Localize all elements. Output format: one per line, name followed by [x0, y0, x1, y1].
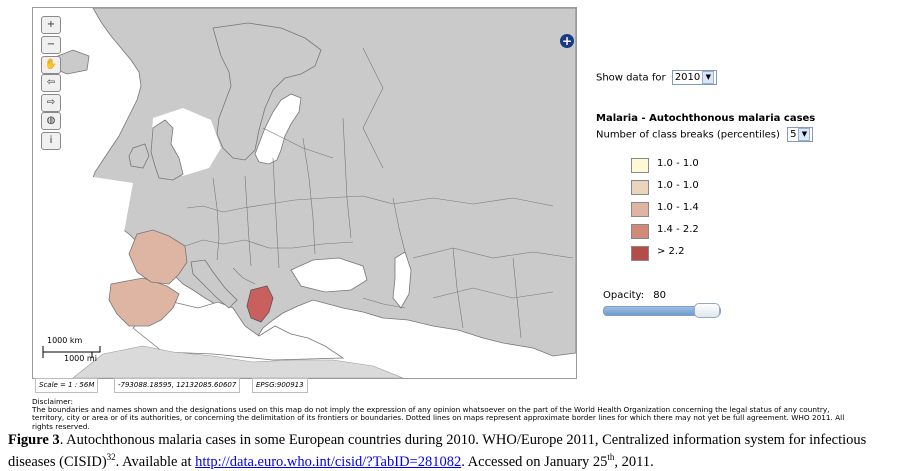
greece — [246, 285, 274, 323]
opacity-slider-track[interactable] — [603, 306, 721, 316]
show-data-label: Show data for — [596, 72, 666, 84]
back-arrow-icon[interactable]: ⇦ — [41, 74, 61, 92]
figure-caption: Figure 3. Autochthonous malaria cases in… — [8, 432, 898, 471]
pan-hand-icon[interactable]: ✋ — [41, 56, 61, 74]
ireland — [128, 143, 150, 169]
zoom-out-icon[interactable]: − — [41, 36, 61, 54]
indicator-title: Malaria - Autochthonous malaria cases — [596, 113, 816, 124]
legend-swatch — [631, 224, 649, 239]
france — [128, 229, 188, 285]
globe-icon[interactable]: ◍ — [41, 112, 61, 130]
scale-bar: 1000 km 1000 mi — [42, 336, 102, 363]
opacity-label: Opacity: — [603, 290, 645, 301]
caption-ordinal: th — [607, 452, 615, 462]
legend-label: 1.0 - 1.0 — [657, 180, 699, 191]
legend-label: > 2.2 — [657, 246, 685, 257]
scale-mi-label: 1000 mi — [64, 354, 97, 363]
expand-panel-button[interactable]: + — [560, 34, 574, 48]
caption-text: . Autochthonous malaria cases in some Eu… — [8, 432, 867, 470]
north-africa — [72, 345, 404, 378]
opacity-slider-handle[interactable] — [693, 303, 720, 318]
class-breaks-label: Number of class breaks (percentiles) — [596, 129, 780, 141]
figure-label: Figure 3 — [8, 432, 60, 448]
map-viewport[interactable]: + − ✋ ⇦ ⇨ ◍ i + 1000 km 1000 mi — [32, 7, 577, 379]
year-select[interactable]: 2010 ▼ — [671, 70, 718, 85]
caption-reference: 32 — [106, 452, 116, 462]
legend-swatch — [631, 202, 649, 217]
caption-text: , 2011. — [614, 453, 654, 470]
legend-swatch — [631, 246, 649, 261]
legend-swatch — [631, 158, 649, 173]
caption-text: . Accessed on January 25 — [461, 453, 608, 470]
legend-swatch — [631, 180, 649, 195]
country-borders — [184, 47, 574, 339]
black-sea — [290, 257, 368, 293]
chevron-down-icon: ▼ — [798, 128, 811, 141]
caption-text: . Available at — [115, 453, 196, 470]
class-breaks-select[interactable]: 5 ▼ — [787, 127, 814, 142]
source-link[interactable]: http://data.euro.who.int/cisid/?TabID=28… — [195, 453, 462, 470]
eurasia-landmass — [90, 8, 576, 357]
coordinate-readout: -793088.18595, 12132085.60607 — [114, 378, 241, 393]
disclaimer-heading: Disclaimer: — [32, 397, 73, 406]
chevron-down-icon: ▼ — [702, 71, 715, 84]
baltic-sea — [254, 93, 302, 165]
scale-readout: Scale = 1 : 56M — [35, 378, 99, 393]
year-select-value: 2010 — [674, 72, 701, 83]
zoom-in-icon[interactable]: + — [41, 16, 61, 34]
mediterranean-sea — [132, 301, 345, 361]
scandinavia — [212, 22, 322, 161]
disclaimer: Disclaimer: The boundaries and names sho… — [32, 397, 852, 431]
italy — [190, 259, 238, 309]
forward-arrow-icon[interactable]: ⇨ — [41, 94, 61, 112]
disclaimer-text: The boundaries and names shown and the d… — [32, 405, 845, 431]
projection-readout: EPSG:900913 — [252, 378, 308, 393]
class-breaks-value: 5 — [790, 129, 797, 140]
opacity-value: 80 — [653, 290, 667, 301]
legend-label: 1.4 - 2.2 — [657, 224, 699, 235]
scale-km-label: 1000 km — [47, 336, 83, 345]
status-bar: Scale = 1 : 56M -793088.18595, 12132085.… — [32, 378, 575, 393]
europe-map[interactable] — [33, 8, 576, 378]
spain-portugal — [108, 277, 180, 327]
legend-label: 1.0 - 1.0 — [657, 158, 699, 169]
atlantic — [33, 168, 133, 338]
caspian-sea — [392, 251, 412, 309]
legend-label: 1.0 - 1.4 — [657, 202, 699, 213]
great-britain — [150, 119, 184, 181]
info-icon[interactable]: i — [41, 132, 61, 150]
